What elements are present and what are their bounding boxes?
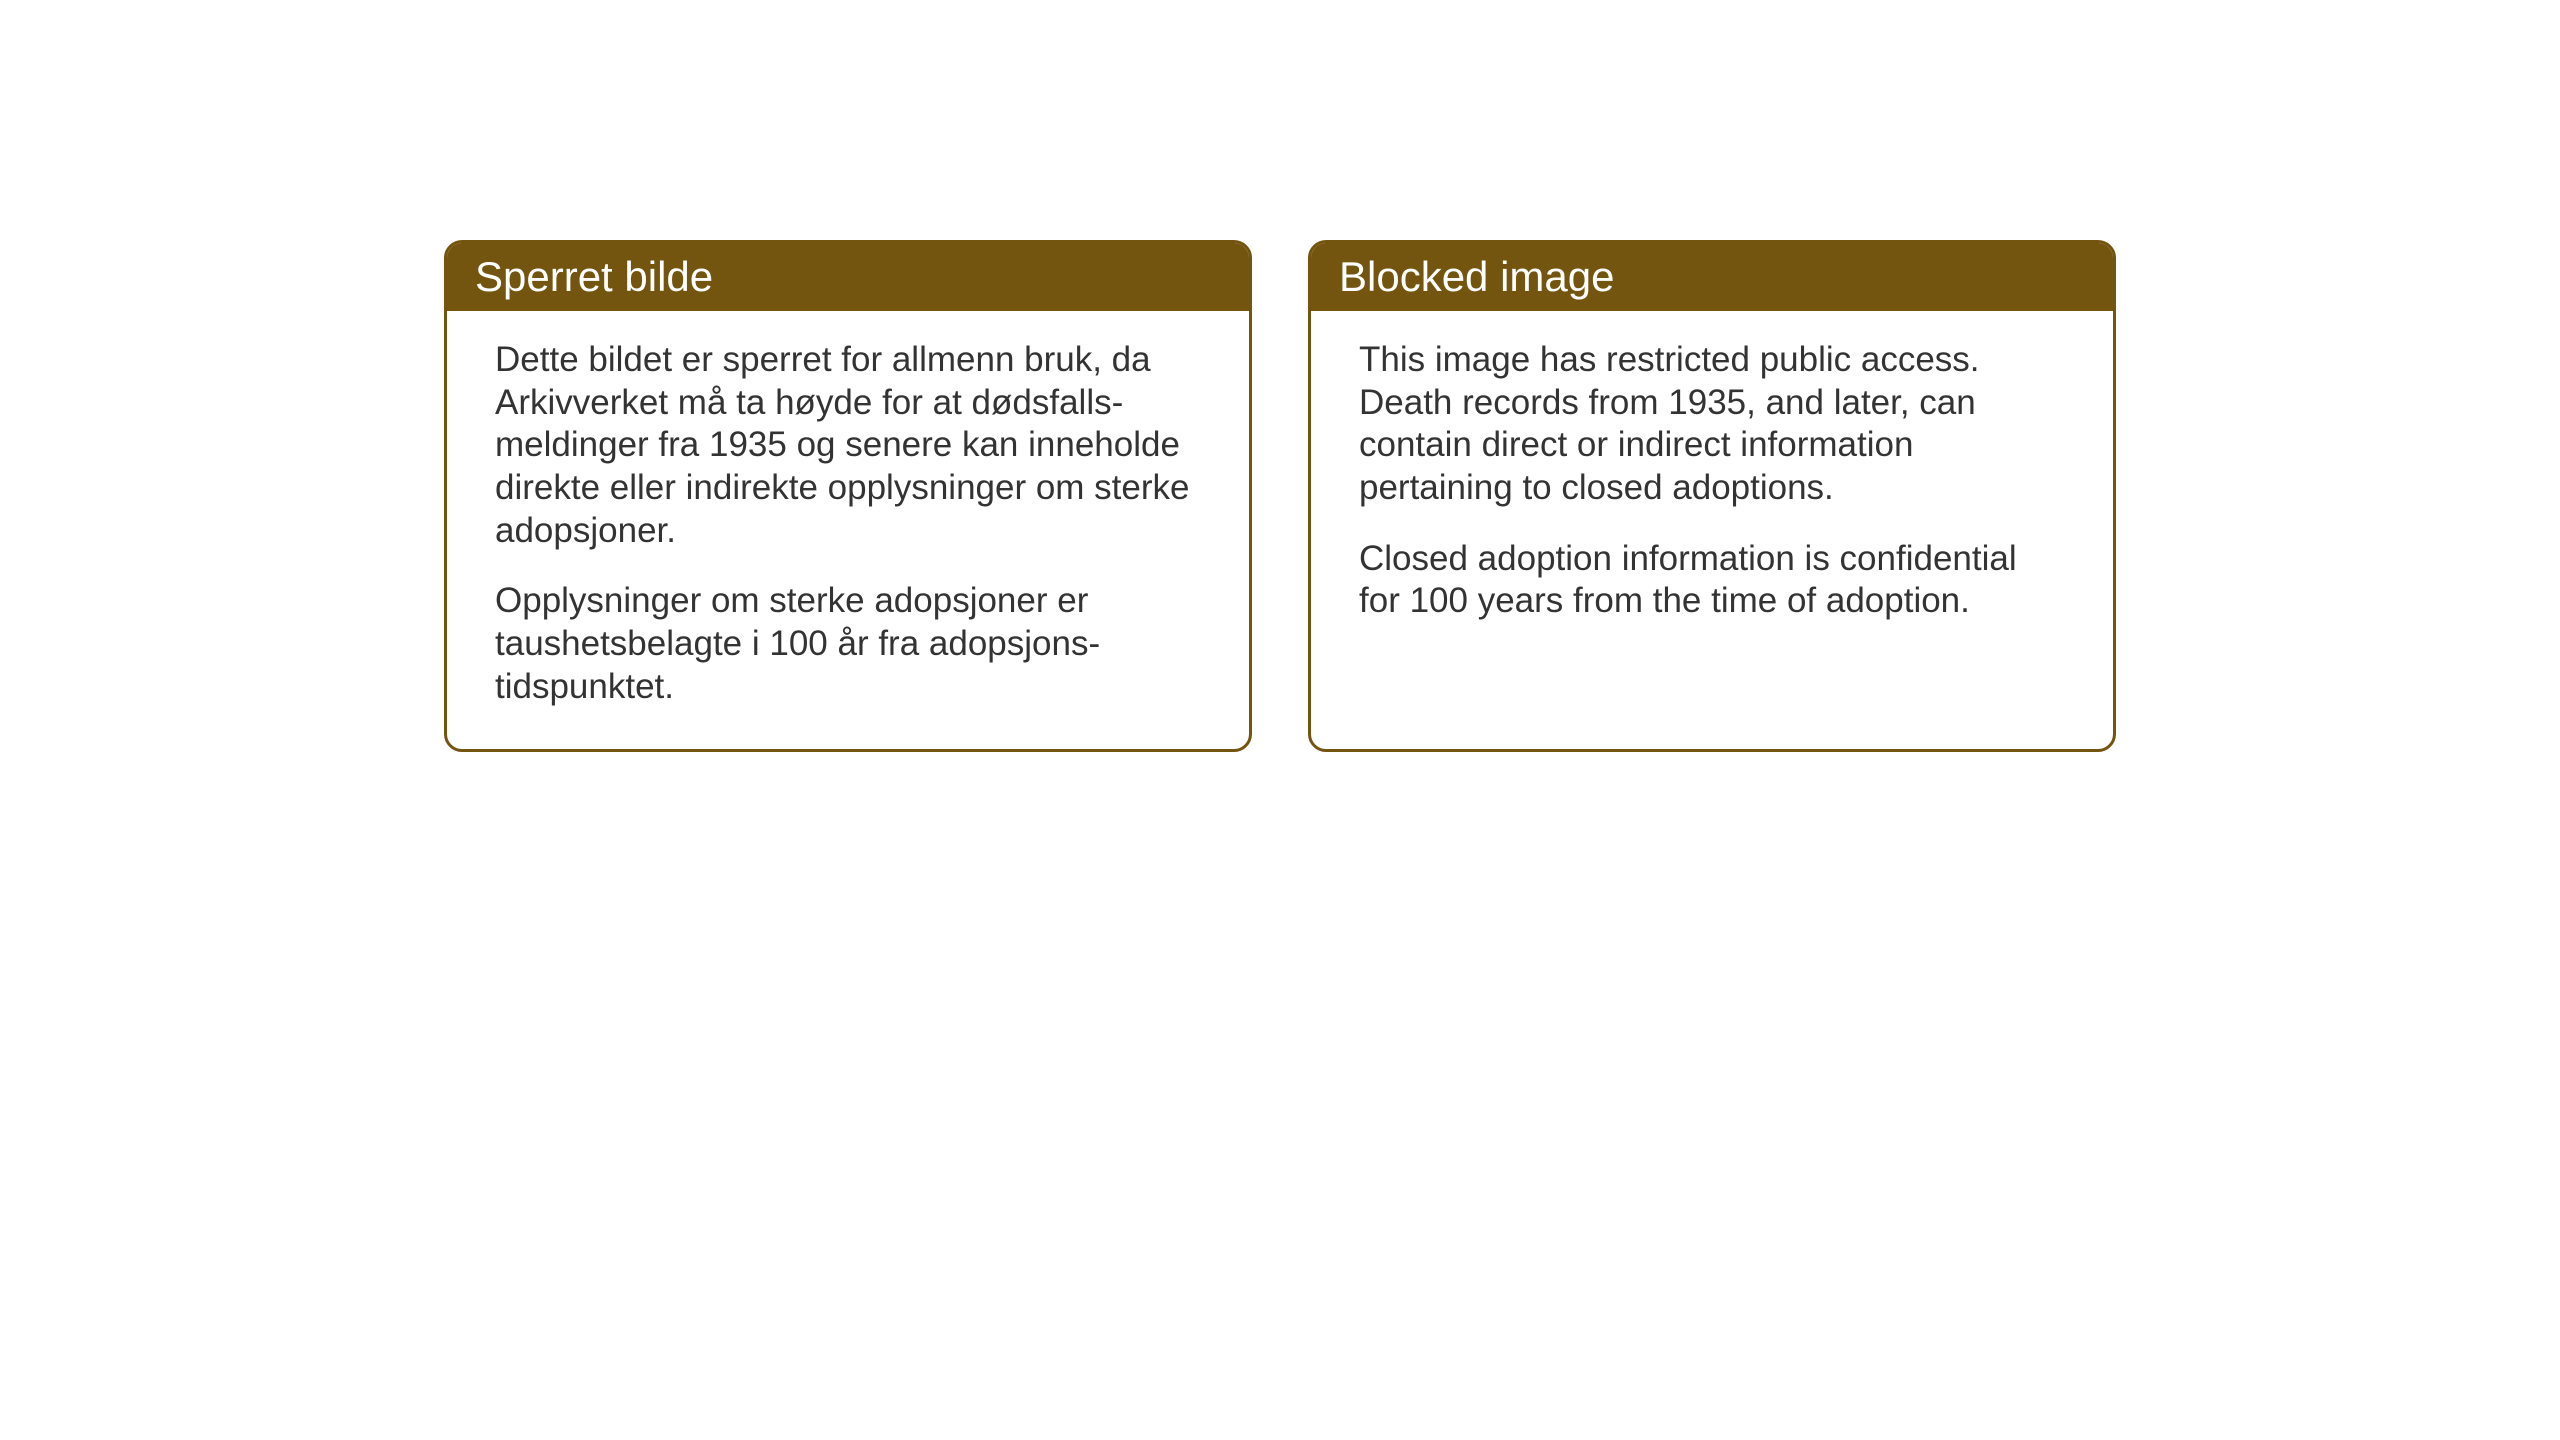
english-card: Blocked image This image has restricted … (1308, 240, 2116, 752)
english-paragraph-1: This image has restricted public access.… (1359, 339, 2065, 510)
english-paragraph-2: Closed adoption information is confident… (1359, 538, 2065, 623)
norwegian-paragraph-2: Opplysninger om sterke adopsjoner er tau… (495, 580, 1201, 708)
notice-container: Sperret bilde Dette bildet er sperret fo… (444, 240, 2116, 752)
english-card-title: Blocked image (1311, 243, 2113, 311)
norwegian-paragraph-1: Dette bildet er sperret for allmenn bruk… (495, 339, 1201, 552)
english-card-body: This image has restricted public access.… (1311, 311, 2113, 663)
norwegian-card-body: Dette bildet er sperret for allmenn bruk… (447, 311, 1249, 749)
norwegian-card-title: Sperret bilde (447, 243, 1249, 311)
norwegian-card: Sperret bilde Dette bildet er sperret fo… (444, 240, 1252, 752)
